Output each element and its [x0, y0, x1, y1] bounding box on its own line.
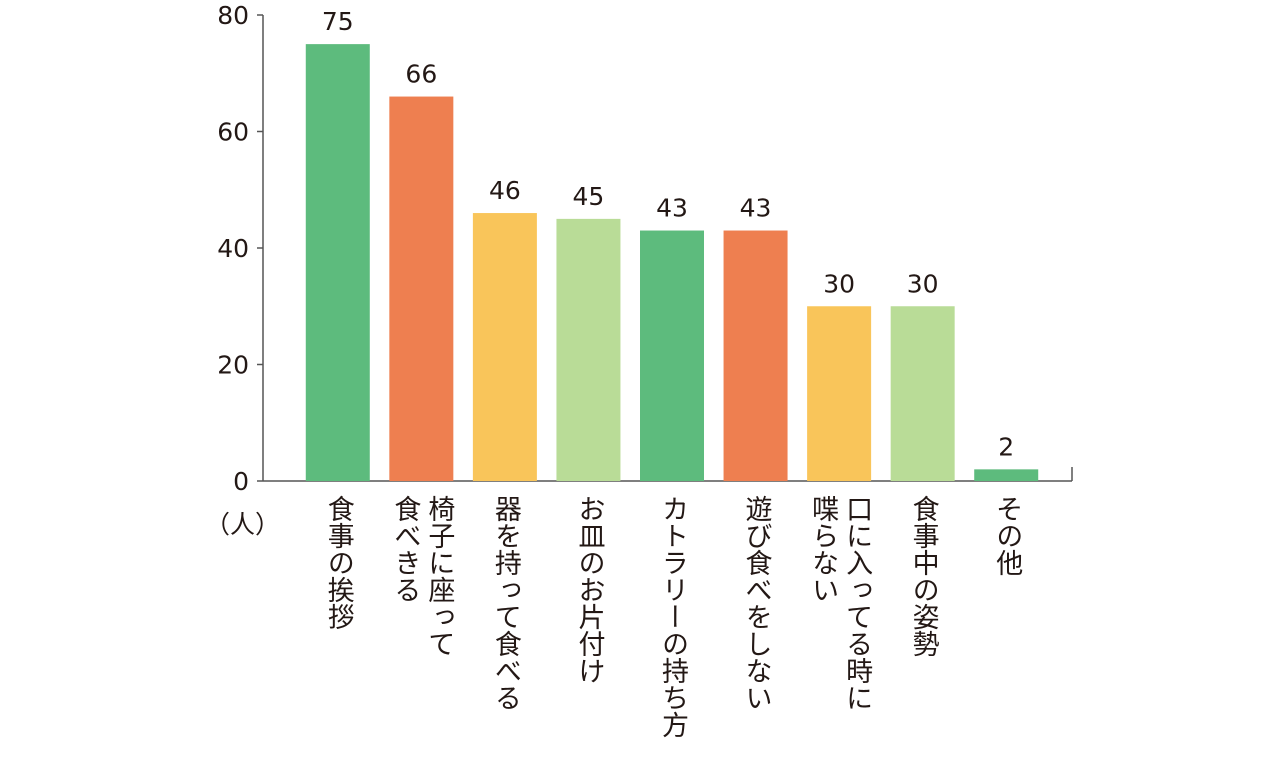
- x-tick-label: 食事の挨拶: [322, 495, 354, 630]
- y-tick-label: 40: [217, 234, 249, 263]
- bar: [723, 230, 788, 481]
- bar: [974, 469, 1039, 481]
- bar: [640, 230, 704, 481]
- y-tick-label: 80: [217, 1, 249, 30]
- value-label: 46: [489, 176, 521, 205]
- x-tick-label: 遊び食べをしない: [740, 495, 772, 711]
- value-label: 30: [907, 269, 939, 298]
- y-unit: （人）: [205, 510, 281, 539]
- bar: [472, 213, 537, 482]
- value-label: 43: [656, 194, 688, 223]
- x-tick-label: 口に入ってる時に 喋らない: [807, 495, 873, 711]
- bar: [556, 218, 621, 481]
- bar: [890, 306, 955, 481]
- value-label: 2: [998, 432, 1014, 461]
- bar: [807, 306, 872, 481]
- x-tick-label: カトラリーの持ち方: [657, 495, 688, 738]
- x-tick-label: 椅子に座って 食べきる: [389, 495, 455, 657]
- bar: [389, 96, 454, 482]
- value-label: 66: [405, 60, 437, 89]
- y-tick-label: 60: [217, 118, 249, 147]
- value-label: 43: [740, 194, 772, 223]
- x-tick-label: お皿のお片付け: [573, 495, 605, 684]
- x-tick-label: その他: [991, 495, 1023, 576]
- x-tick-label: 食事中の姿勢: [907, 495, 939, 657]
- value-label: 75: [322, 7, 354, 36]
- value-label: 45: [573, 182, 605, 211]
- bar: [305, 44, 370, 481]
- y-tick-label: 20: [217, 351, 249, 380]
- value-label: 30: [823, 269, 855, 298]
- x-tick-label: 器を持って食べる: [489, 495, 521, 711]
- y-tick-label: 0: [233, 467, 249, 496]
